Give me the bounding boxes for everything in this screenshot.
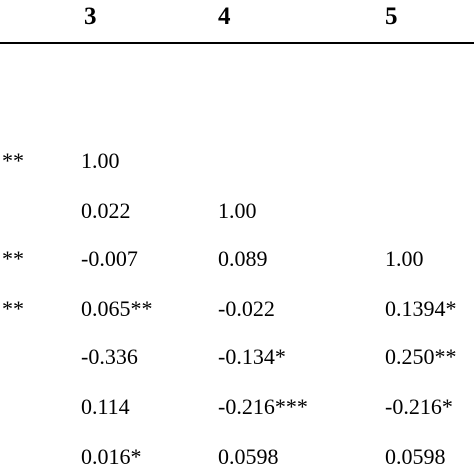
- table-row: 0.114 -0.216*** -0.216*: [0, 392, 474, 422]
- cell-col-4: 0.0598: [218, 444, 279, 469]
- table-row: -0.336 -0.134* 0.250**: [0, 342, 474, 372]
- cell-col-4: -0.216***: [218, 394, 308, 419]
- row-marker: **: [2, 148, 24, 173]
- table-row: 0.022 1.00: [0, 196, 474, 226]
- row-marker: **: [2, 296, 24, 321]
- cell-col-4: 1.00: [218, 198, 257, 223]
- cell-col-3: 0.114: [81, 394, 130, 419]
- cell-col-4: -0.022: [218, 296, 275, 321]
- cell-col-3: 0.022: [81, 198, 131, 223]
- cell-col-5: 0.250**: [385, 344, 457, 369]
- cell-col-4: 0.089: [218, 246, 268, 271]
- column-header-4: 4: [218, 3, 231, 30]
- cell-col-4: -0.134*: [218, 344, 286, 369]
- table-row: ** 1.00: [0, 146, 474, 176]
- column-header-5: 5: [385, 3, 398, 30]
- table-row: ** -0.007 0.089 1.00: [0, 244, 474, 274]
- cell-col-5: -0.216*: [385, 394, 453, 419]
- row-marker: **: [2, 246, 24, 271]
- cell-col-3: 0.065**: [81, 296, 153, 321]
- cell-col-3: -0.007: [81, 246, 138, 271]
- header-rule: [0, 42, 474, 44]
- cell-col-3: 1.00: [81, 148, 120, 173]
- table-row: 0.016* 0.0598 0.0598: [0, 442, 474, 472]
- cell-col-5: 1.00: [385, 246, 424, 271]
- column-header-3: 3: [84, 3, 97, 30]
- table-row: ** 0.065** -0.022 0.1394*: [0, 294, 474, 324]
- cell-col-3: -0.336: [81, 344, 138, 369]
- cell-col-3: 0.016*: [81, 444, 142, 469]
- cell-col-5: 0.0598: [385, 444, 446, 469]
- cell-col-5: 0.1394*: [385, 296, 457, 321]
